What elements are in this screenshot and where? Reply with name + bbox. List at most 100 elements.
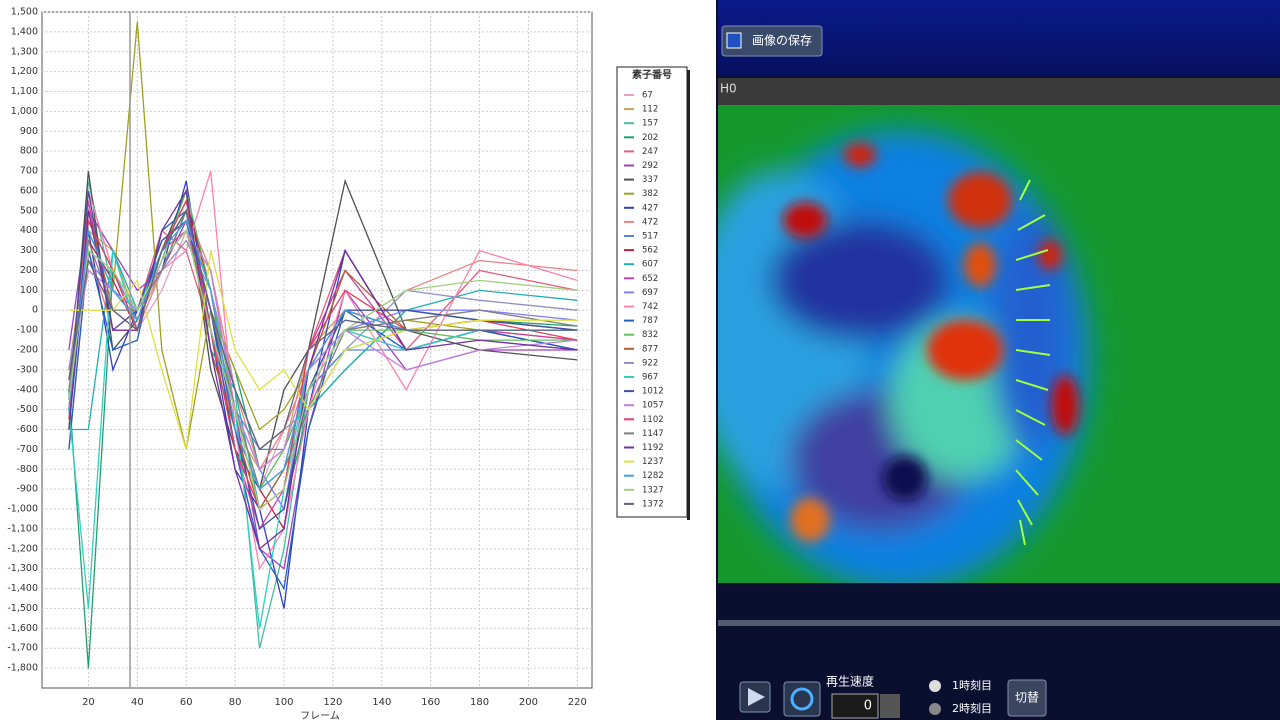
legend-label: 247 [642, 147, 658, 157]
speed-spinner[interactable] [880, 694, 900, 718]
legend-label: 922 [642, 358, 658, 368]
legend-label: 697 [642, 288, 658, 298]
switch-button[interactable] [1007, 679, 1047, 717]
y-tick-label: 1,400 [11, 26, 38, 37]
y-tick-label: -900 [16, 484, 38, 495]
legend-label: 337 [642, 175, 658, 185]
y-tick-label: -100 [16, 325, 38, 336]
y-tick-label: -1,500 [7, 603, 38, 614]
speed-value: 0 [864, 699, 872, 714]
y-tick-label: -800 [16, 464, 38, 475]
y-tick-label: -1,300 [7, 563, 38, 574]
y-tick-label: 600 [20, 185, 38, 196]
radio-label: 1時刻目 [952, 678, 992, 692]
y-tick-label: 800 [20, 146, 38, 157]
x-axis-label: フレーム [300, 710, 340, 720]
legend-shadow [687, 70, 690, 520]
radio-label: 2時刻目 [952, 701, 992, 715]
series-line [68, 219, 578, 491]
y-tick-label: -600 [16, 424, 38, 435]
y-tick-label: -1,600 [7, 623, 38, 634]
play-icon [748, 688, 765, 706]
y-tick-label: 1,100 [11, 86, 38, 97]
y-tick-label: 500 [20, 205, 38, 216]
save-icon [726, 32, 742, 49]
series-line [68, 189, 578, 550]
y-tick-label: -1,800 [7, 663, 38, 674]
legend-label: 517 [642, 232, 658, 242]
series-line [68, 229, 578, 511]
save-label: 画像の保存 [752, 34, 812, 48]
loop-icon [790, 687, 814, 711]
legend-label: 1282 [642, 471, 664, 481]
x-tick-label: 220 [568, 697, 587, 708]
legend-label: 292 [642, 161, 658, 171]
speed-input[interactable] [831, 693, 879, 719]
switch-label: 切替 [1015, 691, 1039, 705]
y-tick-label: -1,100 [7, 523, 38, 534]
x-tick-label: 200 [519, 697, 538, 708]
loop-button[interactable] [783, 681, 821, 717]
y-tick-label: 200 [20, 265, 38, 276]
heatmap [718, 105, 1280, 583]
legend-label: 1057 [642, 401, 664, 411]
legend-label: 1237 [642, 457, 664, 467]
x-tick-label: 180 [470, 697, 489, 708]
speed-label: 再生速度 [826, 674, 874, 689]
y-tick-label: -400 [16, 384, 38, 395]
y-tick-label: 1,200 [11, 66, 38, 77]
legend-label: 382 [642, 189, 658, 199]
x-tick-label: 140 [372, 697, 391, 708]
y-tick-label: 100 [20, 285, 38, 296]
legend-label: 202 [642, 133, 658, 143]
y-tick-label: -200 [16, 345, 38, 356]
y-tick-label: 0 [32, 305, 38, 316]
legend-label: 157 [642, 119, 658, 129]
legend-label: 562 [642, 246, 658, 256]
x-tick-label: 40 [131, 697, 144, 708]
legend-label: 832 [642, 330, 658, 340]
y-tick-label: -1,700 [7, 643, 38, 654]
x-tick-label: 20 [82, 697, 95, 708]
y-tick-label: -1,200 [7, 543, 38, 554]
legend-label: 787 [642, 316, 658, 326]
y-tick-label: 700 [20, 166, 38, 177]
tab-label: H0 [720, 82, 737, 96]
legend-label: 607 [642, 260, 658, 270]
y-tick-label: 900 [20, 126, 38, 137]
legend-label: 1012 [642, 387, 664, 397]
series-line [68, 209, 578, 451]
legend-label: 1327 [642, 485, 664, 495]
y-tick-label: -700 [16, 444, 38, 455]
radio-1[interactable] [929, 680, 941, 692]
legend-label: 1192 [642, 443, 664, 453]
legend-label: 877 [642, 344, 658, 354]
legend-label: 427 [642, 203, 658, 213]
legend-label: 1102 [642, 415, 664, 425]
x-tick-label: 120 [323, 697, 342, 708]
legend-title: 素子番号 [632, 68, 672, 81]
radio-2[interactable] [929, 703, 941, 715]
timeline[interactable] [718, 620, 1280, 626]
x-tick-label: 160 [421, 697, 440, 708]
y-tick-label: 1,300 [11, 46, 38, 57]
legend-label: 472 [642, 217, 658, 227]
x-tick-label: 80 [229, 697, 242, 708]
legend-label: 112 [642, 105, 658, 115]
y-tick-label: 1,000 [11, 106, 38, 117]
legend-label: 1372 [642, 499, 664, 509]
tab-bar [718, 78, 1280, 105]
y-tick-label: -1,000 [7, 504, 38, 515]
x-tick-label: 100 [274, 697, 293, 708]
legend-label: 652 [642, 274, 658, 284]
legend-label: 67 [642, 91, 653, 101]
y-tick-label: 400 [20, 225, 38, 236]
y-tick-label: 1,500 [11, 7, 38, 18]
y-tick-label: 300 [20, 245, 38, 256]
y-tick-label: -300 [16, 364, 38, 375]
y-tick-label: -500 [16, 404, 38, 415]
legend-label: 967 [642, 373, 658, 383]
save-button[interactable] [721, 25, 823, 57]
